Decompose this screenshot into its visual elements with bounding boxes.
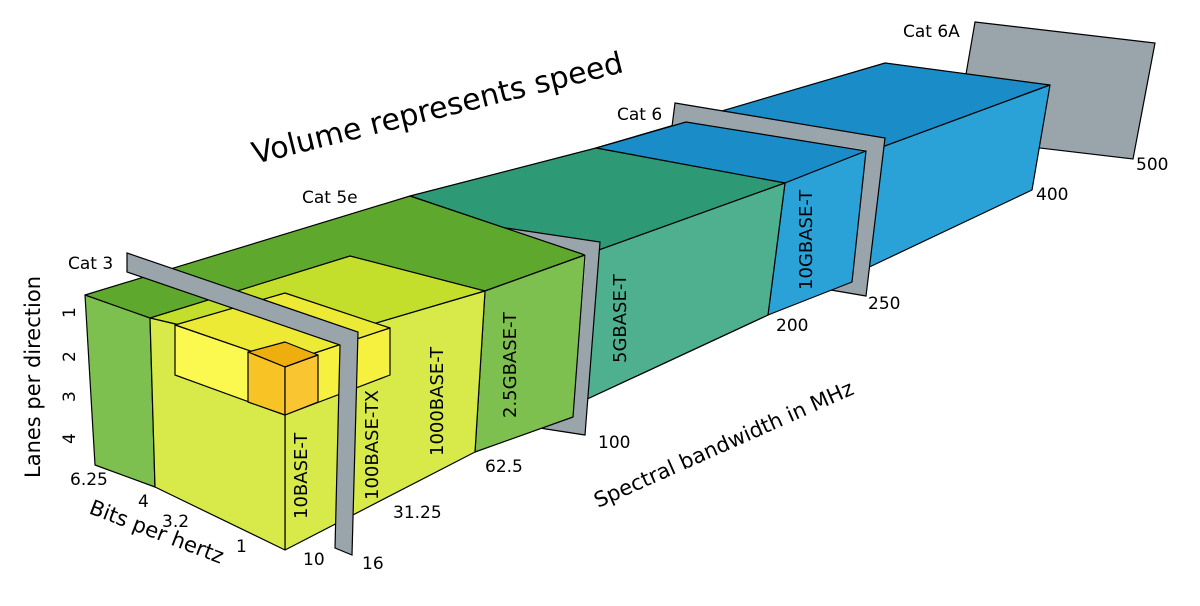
segment-5gbase-t — [409, 147, 786, 401]
standard-label-100base-tx: 100BASE-TX — [362, 390, 383, 500]
diagram-title: Volume represents speed — [248, 46, 626, 172]
bandwidth-tick: 200 — [776, 316, 808, 336]
category-label-cat5e: Cat 5e — [302, 188, 358, 208]
bandwidth-tick: 16 — [362, 554, 384, 574]
bits-tick: 1 — [236, 537, 247, 557]
standard-label-10base-t: 10BASE-T — [291, 432, 312, 519]
lanes-tick: 2 — [60, 351, 80, 362]
standard-label-5gbase-t: 5GBASE-T — [610, 273, 631, 363]
bandwidth-tick: 10 — [303, 550, 325, 570]
segment-10gbase-t-front — [595, 121, 867, 316]
bandwidth-tick: 500 — [1136, 155, 1168, 175]
standard-label-1000base-t: 1000BASE-T — [427, 346, 448, 456]
category-label-cat6a: Cat 6A — [903, 22, 960, 42]
bits-tick: 6.25 — [70, 470, 108, 490]
lanes-tick: 4 — [60, 433, 80, 444]
bits-tick: 3.2 — [162, 512, 189, 532]
lanes-tick: 1 — [60, 307, 80, 318]
standard-label-2-5gbase-t: 2.5GBASE-T — [500, 311, 521, 418]
bandwidth-tick: 100 — [598, 433, 630, 453]
standard-label-10gbase-t: 10GBASE-T — [796, 189, 817, 290]
bandwidth-tick: 400 — [1036, 185, 1068, 205]
bandwidth-tick: 62.5 — [485, 457, 523, 477]
cat3-plate — [126, 252, 359, 556]
bandwidth-tick: 250 — [868, 294, 900, 314]
segment-10base-t — [247, 341, 319, 416]
lanes-axis-label: Lanes per direction — [21, 276, 45, 478]
bits-tick: 4 — [138, 492, 149, 512]
category-label-cat6: Cat 6 — [617, 105, 662, 125]
bandwidth-tick: 31.25 — [393, 503, 442, 523]
lanes-tick: 3 — [60, 391, 80, 402]
category-label-cat3: Cat 3 — [68, 254, 113, 274]
